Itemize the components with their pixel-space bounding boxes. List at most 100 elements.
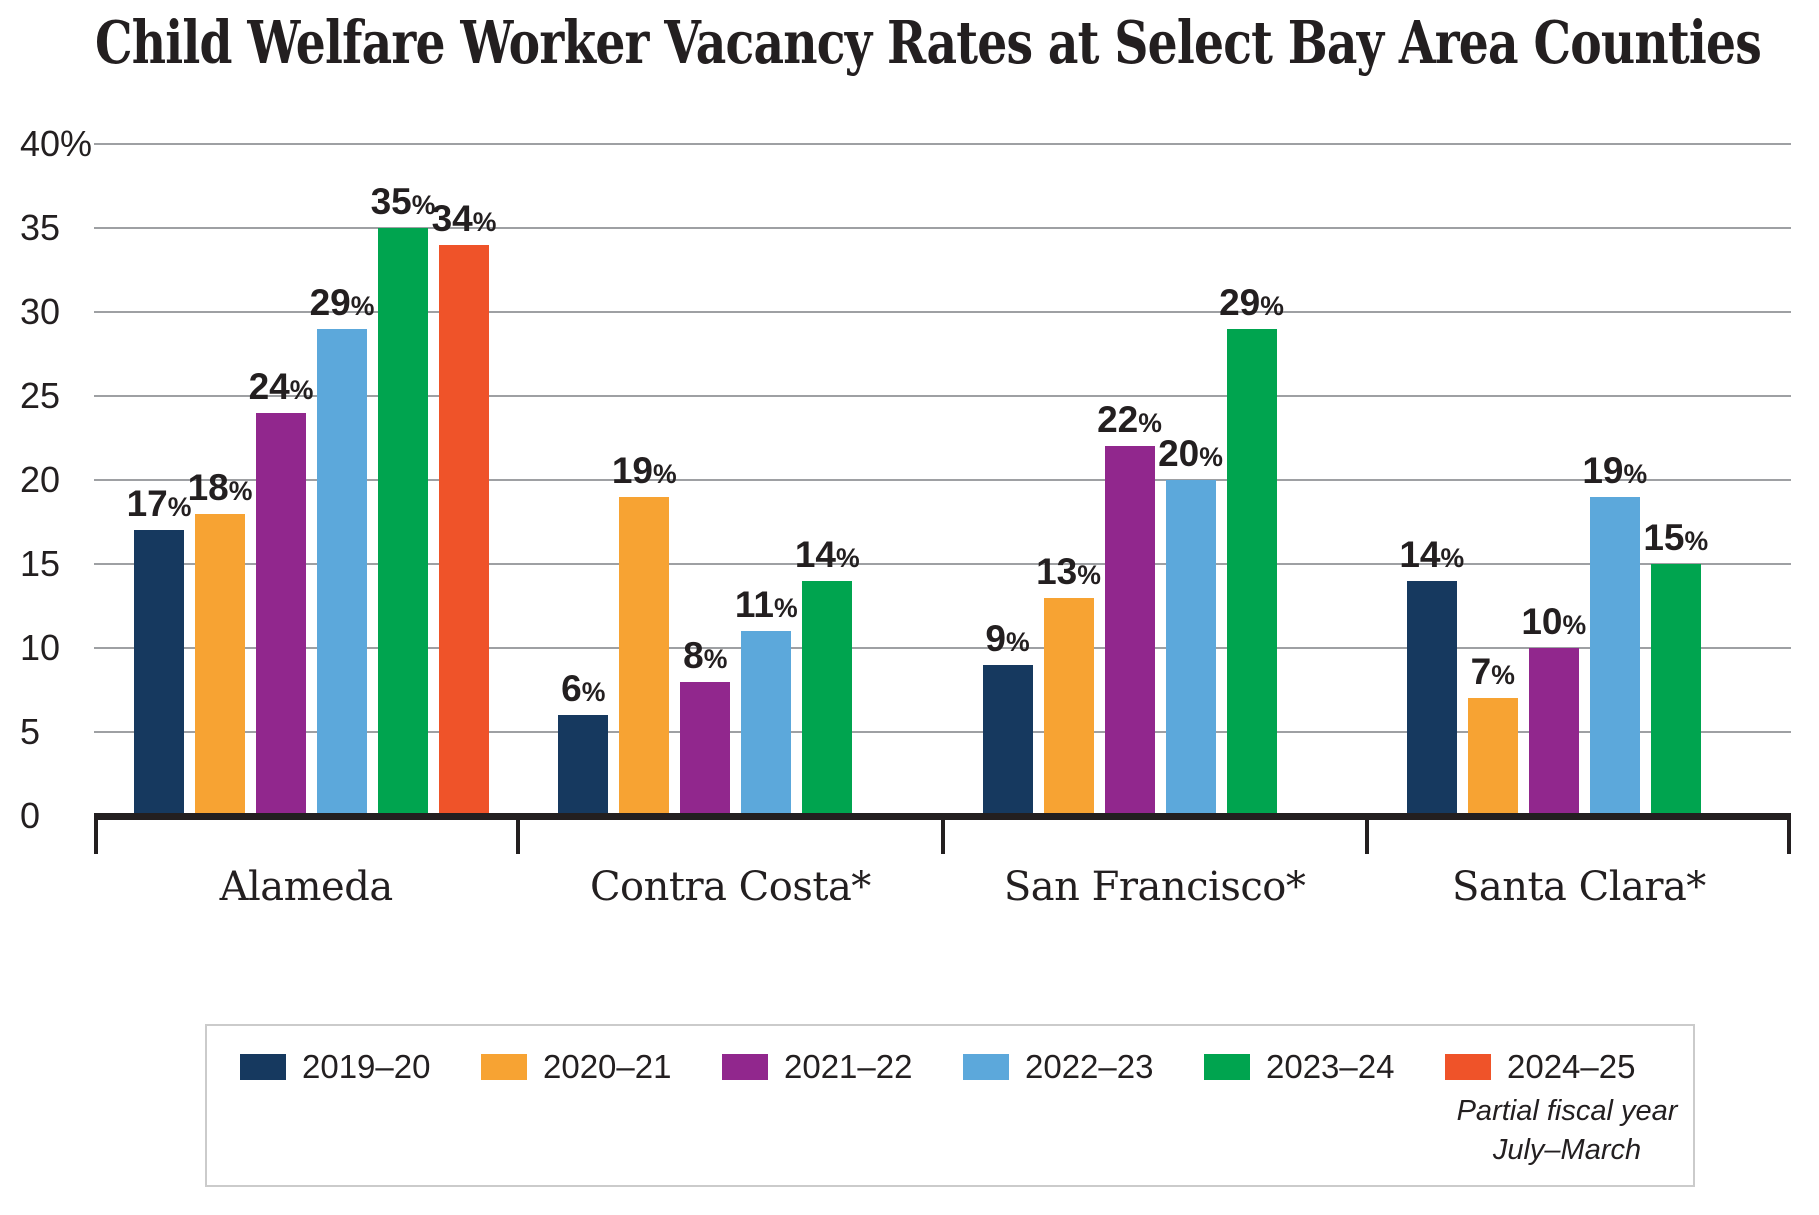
percent-sign: %	[411, 190, 436, 220]
gridline	[94, 227, 1791, 229]
bar-value-label: 14%	[794, 533, 860, 575]
x-axis-group-tick	[1787, 813, 1791, 854]
percent-sign: %	[1077, 559, 1101, 590]
percent-sign: %	[652, 458, 677, 489]
legend-item: 2024–25	[1445, 1047, 1635, 1087]
bar-value-label: 11%	[734, 584, 798, 626]
bar	[1165, 480, 1216, 816]
bar	[1406, 580, 1457, 816]
percent-sign: %	[228, 475, 253, 506]
legend-item: 2021–22	[722, 1047, 912, 1087]
bar-value-label: 13%	[1036, 550, 1101, 592]
gridline	[94, 311, 1791, 313]
bar-value-label: 24%	[248, 365, 314, 407]
gridline	[94, 479, 1791, 481]
bar	[1650, 564, 1701, 816]
legend-item: 2020–21	[481, 1047, 671, 1087]
bar	[1104, 446, 1155, 816]
x-axis-group-tick	[94, 813, 98, 854]
percent-sign: %	[1684, 526, 1709, 556]
y-axis-tick-label: 35	[20, 207, 61, 248]
y-axis-tick-label: 20	[20, 459, 61, 500]
bar	[802, 580, 853, 816]
chart-title: Child Welfare Worker Vacancy Rates at Se…	[95, 8, 1762, 77]
legend-swatch	[240, 1054, 286, 1080]
percent-sign: %	[167, 492, 192, 523]
bar	[619, 496, 670, 816]
bar	[1589, 496, 1640, 816]
percent-sign: %	[350, 290, 375, 321]
legend-label: 2024–25	[1507, 1048, 1636, 1085]
bar-value-label: 6%	[561, 668, 606, 710]
legend-label: 2022–23	[1025, 1048, 1154, 1085]
legend-swatch	[963, 1054, 1009, 1080]
percent-sign: %	[1138, 408, 1162, 439]
y-axis-tick-label: 5	[20, 711, 41, 752]
bar	[558, 715, 609, 816]
percent-sign: %	[581, 677, 606, 708]
x-axis-group-tick	[940, 813, 945, 854]
bar-value-label: 29%	[309, 281, 375, 323]
bar	[1226, 328, 1277, 816]
legend-swatch	[722, 1054, 768, 1080]
percent-sign: %	[835, 542, 860, 573]
bar-value-label: 9%	[985, 617, 1030, 659]
bar-value-label: 8%	[683, 634, 728, 676]
category-label: Santa Clara*	[1451, 864, 1706, 910]
y-axis-tick-label: 0	[20, 795, 41, 836]
gridline	[94, 647, 1791, 649]
y-axis-tick-label: 10	[20, 627, 61, 668]
percent-sign: %	[1491, 660, 1515, 691]
bar	[378, 228, 428, 816]
bar-value-label: 20%	[1158, 433, 1223, 474]
gridline	[94, 563, 1791, 565]
gridline	[94, 731, 1791, 733]
bar-value-label: 14%	[1399, 533, 1465, 575]
bar	[1467, 698, 1518, 816]
bar-value-label: 17%	[126, 483, 192, 525]
category-label: Alameda	[219, 864, 394, 910]
bar-value-label: 18%	[187, 466, 253, 508]
legend-label: 2021–22	[784, 1048, 913, 1085]
legend-item: 2022–23	[963, 1047, 1153, 1087]
bar	[256, 412, 306, 816]
bar-value-label: 35%	[370, 181, 436, 222]
bar-value-label: 29%	[1219, 281, 1284, 323]
percent-sign: %	[773, 593, 798, 624]
bar-value-label: 34%	[431, 197, 497, 239]
percent-sign: %	[703, 643, 728, 674]
bar	[1043, 597, 1094, 816]
legend-note: Partial fiscal year July–March	[1456, 1095, 1678, 1166]
bar	[1528, 648, 1579, 816]
gridline	[94, 143, 1791, 145]
y-axis-tick-label: 15	[20, 543, 61, 584]
y-axis-tick-label: 25	[20, 375, 61, 416]
bar	[439, 244, 489, 816]
percent-sign: %	[1260, 290, 1284, 321]
bar-value-label: 15%	[1643, 517, 1709, 558]
bar-value-label: 19%	[1582, 449, 1648, 491]
category-label: Contra Costa*	[589, 864, 871, 910]
percent-sign: %	[1623, 458, 1648, 489]
bar	[317, 328, 367, 816]
legend-swatch	[1204, 1054, 1250, 1080]
y-axis-tick-label: 30	[20, 291, 61, 332]
legend-label: 2020–21	[543, 1048, 672, 1085]
bar-value-label: 10%	[1521, 601, 1587, 642]
legend-swatch	[1445, 1054, 1491, 1080]
bar-value-label: 19%	[611, 449, 677, 491]
percent-sign: %	[1440, 542, 1465, 573]
bar-value-label: 7%	[1470, 651, 1515, 693]
legend-swatch	[481, 1054, 527, 1080]
legend-box: 2019–20 2020–21 2021–22 2022–23 2023–24 2024–…	[205, 1024, 1695, 1187]
legend-item: 2019–20	[240, 1047, 430, 1087]
x-axis-group-tick	[516, 813, 521, 854]
bar	[195, 513, 245, 816]
bar	[982, 664, 1033, 816]
legend-label: 2019–20	[302, 1048, 431, 1085]
legend-item: 2023–24	[1204, 1047, 1394, 1087]
bar	[134, 530, 184, 816]
gridline	[94, 395, 1791, 397]
legend-label: 2023–24	[1266, 1048, 1395, 1085]
